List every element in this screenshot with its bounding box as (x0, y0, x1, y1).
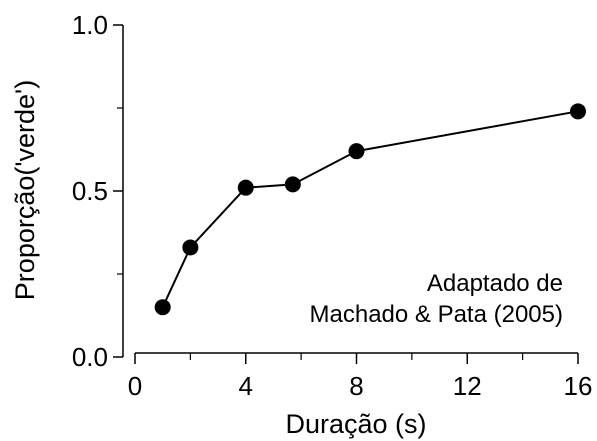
data-point (284, 176, 301, 193)
x-axis-title: Duração (s) (285, 409, 426, 439)
tick-labels: 0.0 0.5 1.0 0 4 8 12 16 (72, 10, 593, 401)
x-tick-label: 16 (564, 371, 593, 401)
series-line (161, 110, 579, 308)
annotation-line-1: Adaptado de (427, 270, 563, 297)
y-axis-title: Proporção('verde') (10, 80, 40, 300)
y-tick-label: 0.5 (72, 176, 108, 206)
series (154, 103, 586, 316)
data-point (182, 239, 199, 256)
x-tick-label: 4 (239, 371, 253, 401)
x-tick-label: 0 (128, 371, 142, 401)
data-point (154, 299, 171, 316)
annotation-line-2: Machado & Pata (2005) (310, 301, 564, 328)
x-tick-label: 8 (349, 371, 363, 401)
data-point (237, 179, 254, 196)
y-tick-label: 0.0 (72, 342, 108, 372)
y-tick-label: 1.0 (72, 10, 108, 40)
ticks (113, 24, 579, 364)
data-point (348, 143, 365, 160)
data-point (570, 103, 586, 120)
x-tick-label: 12 (453, 371, 482, 401)
